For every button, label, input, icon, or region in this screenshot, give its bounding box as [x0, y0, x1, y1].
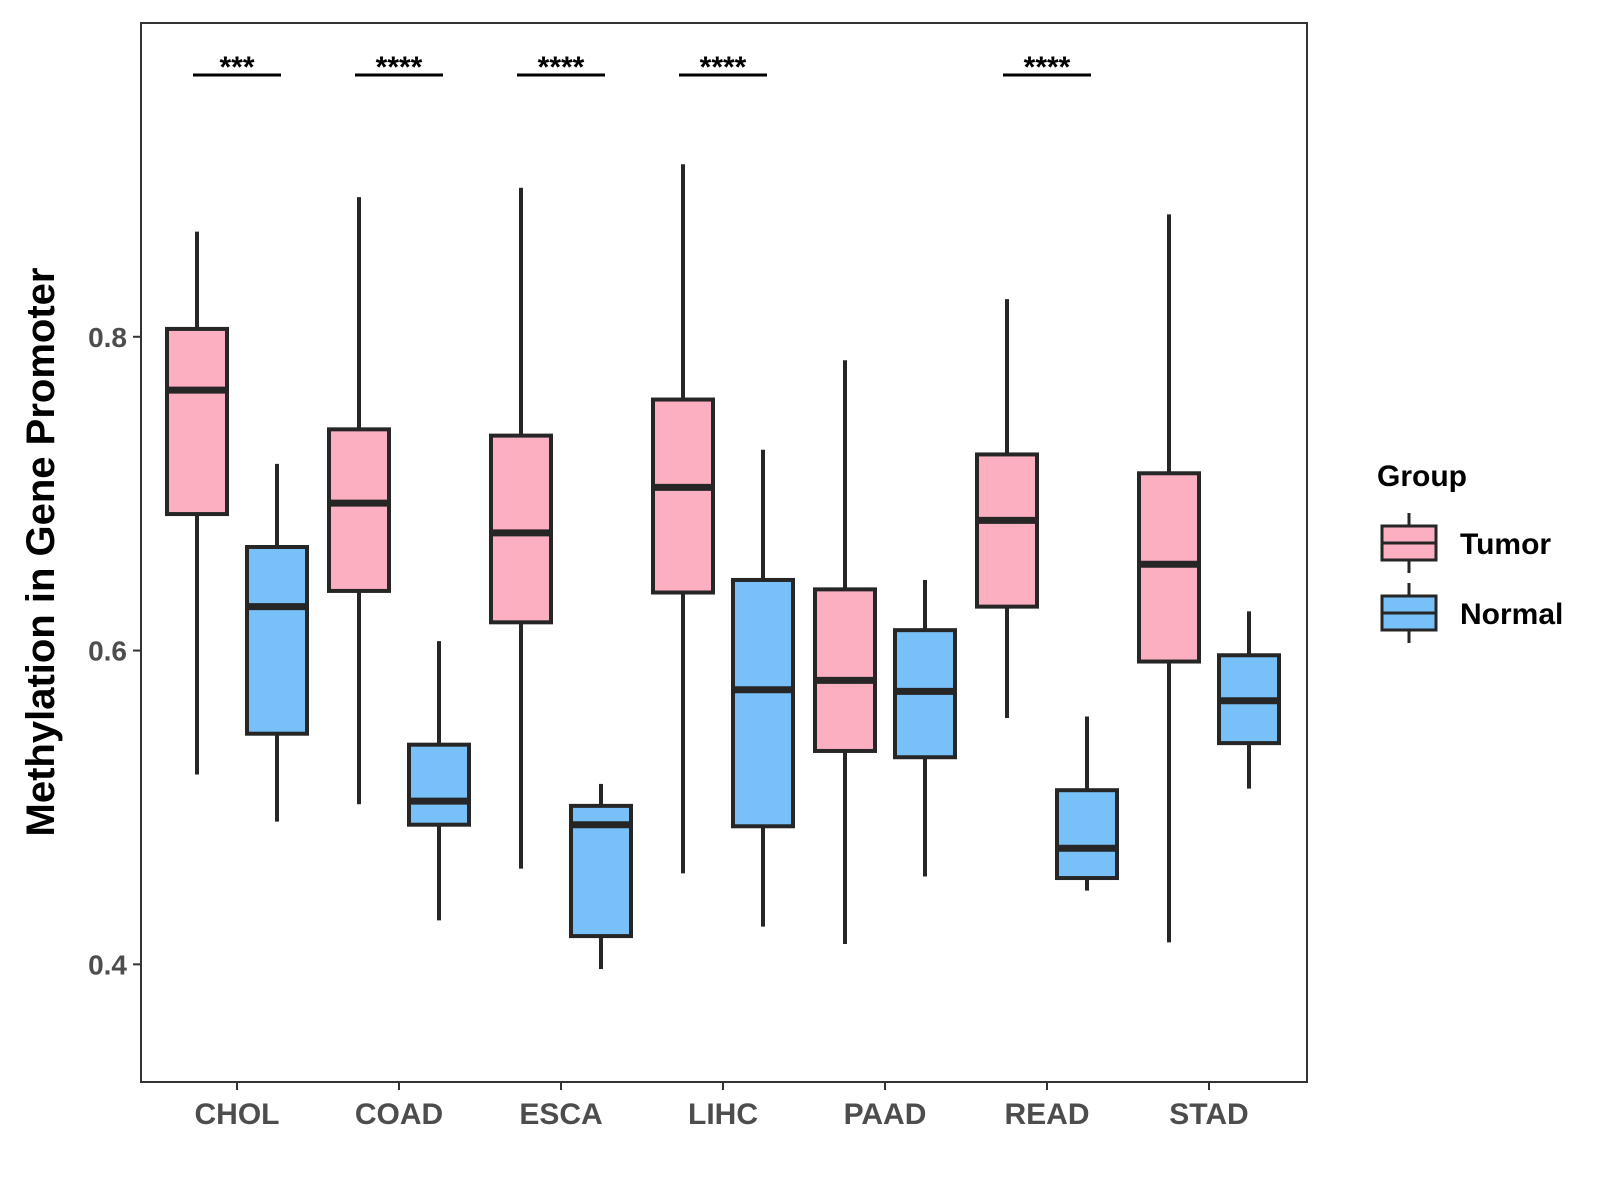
x-tick-label-esca: ESCA — [519, 1098, 602, 1131]
box-body — [407, 742, 471, 827]
box-normal-lihc — [731, 449, 795, 927]
significance-label-esca: **** — [538, 51, 585, 84]
significance-label-chol: *** — [219, 51, 254, 84]
x-tick-label-chol: CHOL — [195, 1098, 280, 1131]
y-tick-label: 0.4 — [88, 949, 127, 980]
box-body — [731, 577, 795, 829]
y-tick-label: 0.8 — [88, 322, 127, 353]
box-body — [245, 545, 309, 736]
legend: Group Tumor Normal — [1377, 460, 1563, 643]
box-body — [1055, 788, 1119, 881]
legend-label: Tumor — [1460, 528, 1551, 561]
box-normal-stad — [1217, 611, 1281, 789]
box-normal-read — [1055, 716, 1119, 891]
significance-label-coad: **** — [376, 51, 423, 84]
plot-area — [165, 164, 1281, 970]
legend-item-normal: Normal — [1380, 583, 1563, 643]
box-normal-paad — [893, 579, 957, 877]
legend-item-tumor: Tumor — [1380, 513, 1551, 573]
box-normal-chol — [245, 463, 309, 822]
box-normal-coad — [407, 641, 471, 921]
legend-label: Normal — [1460, 598, 1563, 631]
legend-title: Group — [1377, 460, 1467, 493]
x-tick-label-lihc: LIHC — [688, 1098, 758, 1131]
significance-label-lihc: **** — [700, 51, 747, 84]
x-axis: CHOL COAD ESCA LIHC PAAD READ STAD — [195, 1082, 1249, 1131]
box-tumor-lihc — [651, 164, 715, 874]
box-tumor-paad — [813, 360, 877, 944]
box-tumor-read — [975, 299, 1039, 719]
x-tick-label-paad: PAAD — [844, 1098, 927, 1131]
x-tick-label-stad: STAD — [1169, 1098, 1248, 1131]
y-axis-title: Methylation in Gene Promoter — [19, 268, 63, 837]
y-tick-label: 0.6 — [88, 636, 127, 667]
x-tick-label-coad: COAD — [355, 1098, 443, 1131]
box-tumor-coad — [327, 197, 391, 805]
box-body — [651, 397, 715, 595]
y-axis: 0.4 0.6 0.8 — [88, 322, 141, 980]
box-body — [165, 326, 229, 517]
box-tumor-stad — [1137, 214, 1201, 943]
box-body — [813, 587, 877, 753]
box-normal-esca — [569, 783, 633, 970]
box-body — [327, 427, 391, 593]
significance-annotations: *** **** **** **** **** — [193, 51, 1091, 84]
box-body — [489, 433, 553, 625]
x-tick-label-read: READ — [1004, 1098, 1089, 1131]
box-tumor-esca — [489, 187, 553, 869]
significance-label-read: **** — [1024, 51, 1071, 84]
box-body — [975, 452, 1039, 609]
box-tumor-chol — [165, 231, 229, 775]
